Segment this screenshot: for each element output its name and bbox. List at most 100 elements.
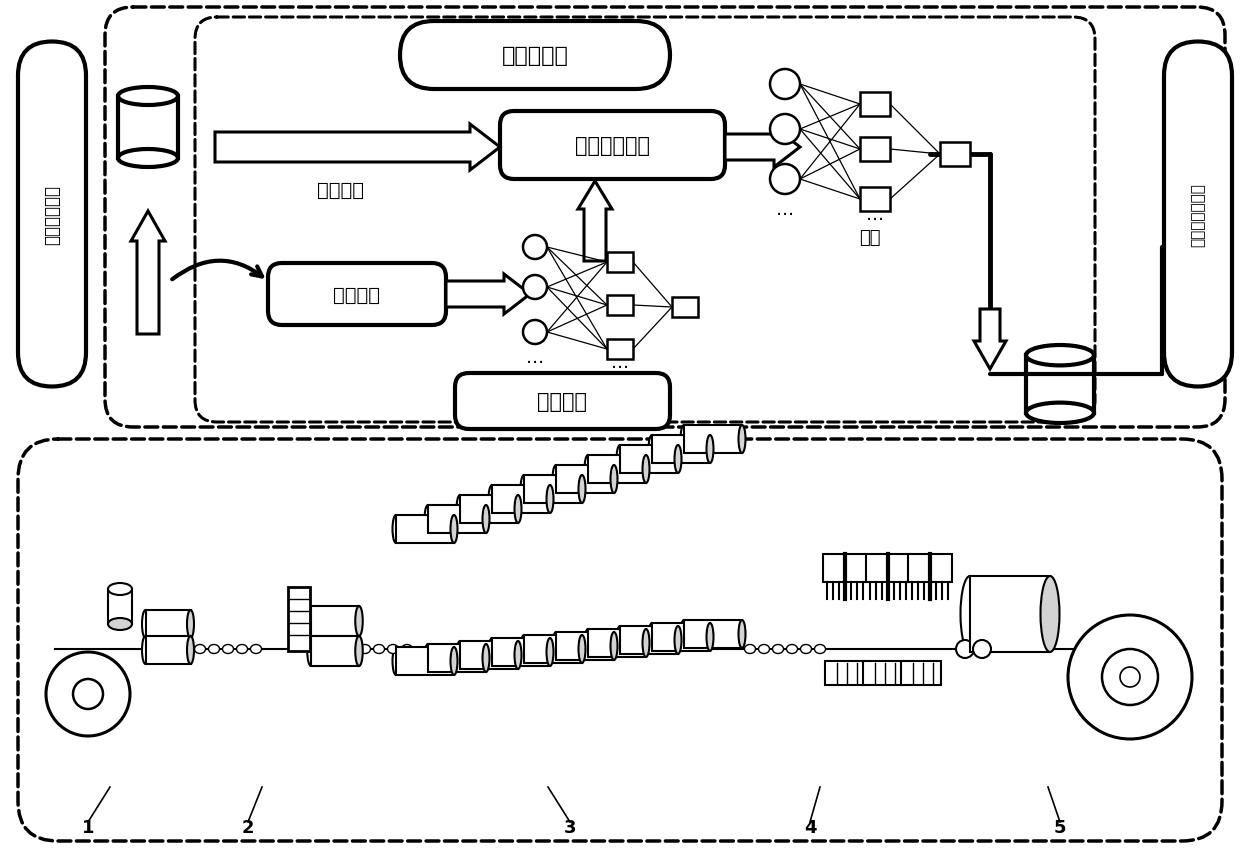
Ellipse shape — [739, 620, 745, 648]
Circle shape — [770, 115, 800, 145]
Polygon shape — [725, 128, 800, 168]
Ellipse shape — [355, 606, 363, 636]
Ellipse shape — [961, 577, 980, 653]
FancyBboxPatch shape — [500, 112, 725, 180]
Ellipse shape — [450, 515, 458, 543]
Text: 板凸度预测: 板凸度预测 — [501, 46, 568, 66]
Text: 数据处理: 数据处理 — [334, 285, 381, 305]
Polygon shape — [578, 182, 613, 262]
Ellipse shape — [402, 645, 413, 653]
Ellipse shape — [584, 630, 591, 657]
Ellipse shape — [482, 506, 490, 533]
Bar — [492, 485, 551, 514]
FancyBboxPatch shape — [401, 22, 670, 90]
Ellipse shape — [250, 645, 262, 653]
Bar — [901, 661, 941, 685]
Ellipse shape — [1025, 403, 1094, 423]
Ellipse shape — [118, 150, 179, 168]
Bar — [908, 554, 952, 583]
Circle shape — [1068, 615, 1192, 740]
FancyBboxPatch shape — [195, 18, 1095, 422]
Ellipse shape — [707, 624, 713, 651]
Text: …: … — [866, 206, 884, 223]
Ellipse shape — [143, 610, 149, 638]
Polygon shape — [131, 212, 165, 334]
FancyBboxPatch shape — [608, 296, 632, 316]
FancyBboxPatch shape — [608, 339, 632, 360]
Ellipse shape — [616, 626, 624, 654]
Ellipse shape — [393, 515, 399, 543]
Polygon shape — [215, 125, 500, 171]
Ellipse shape — [649, 436, 656, 463]
Bar — [118, 97, 179, 159]
Ellipse shape — [739, 426, 745, 454]
Ellipse shape — [579, 635, 585, 664]
Bar — [556, 632, 614, 660]
Ellipse shape — [521, 475, 527, 503]
FancyBboxPatch shape — [861, 188, 890, 212]
Bar — [620, 445, 678, 473]
Bar — [652, 436, 711, 463]
Ellipse shape — [108, 618, 131, 630]
Bar — [588, 630, 646, 657]
Bar — [396, 647, 454, 676]
FancyBboxPatch shape — [105, 8, 1225, 427]
Ellipse shape — [482, 644, 490, 672]
Ellipse shape — [681, 426, 687, 454]
Ellipse shape — [610, 632, 618, 660]
Bar — [492, 638, 551, 666]
Ellipse shape — [675, 626, 682, 654]
Circle shape — [46, 653, 130, 736]
Bar — [970, 577, 1050, 653]
Ellipse shape — [308, 636, 315, 666]
Text: 生产过程数据: 生产过程数据 — [43, 185, 61, 245]
Ellipse shape — [773, 645, 784, 653]
FancyBboxPatch shape — [861, 138, 890, 162]
FancyBboxPatch shape — [861, 93, 890, 117]
Ellipse shape — [801, 645, 811, 653]
Ellipse shape — [649, 624, 656, 651]
Bar — [145, 610, 191, 638]
Ellipse shape — [222, 645, 233, 653]
FancyBboxPatch shape — [940, 142, 970, 167]
Bar — [311, 606, 360, 636]
Ellipse shape — [616, 445, 624, 473]
Polygon shape — [446, 275, 529, 315]
Ellipse shape — [553, 632, 559, 660]
Ellipse shape — [387, 645, 398, 653]
FancyBboxPatch shape — [672, 298, 698, 317]
Text: 4: 4 — [804, 818, 816, 836]
Circle shape — [956, 641, 973, 659]
Text: …: … — [611, 354, 629, 372]
Ellipse shape — [759, 645, 770, 653]
Ellipse shape — [584, 456, 591, 484]
FancyBboxPatch shape — [19, 43, 86, 387]
Bar — [866, 554, 910, 583]
Bar — [1025, 356, 1094, 414]
Ellipse shape — [815, 645, 826, 653]
Circle shape — [770, 165, 800, 194]
Ellipse shape — [237, 645, 248, 653]
Text: 训练模型: 训练模型 — [537, 392, 587, 411]
Text: 1: 1 — [82, 818, 94, 836]
Bar — [428, 644, 486, 672]
Bar — [825, 661, 866, 685]
Bar — [288, 588, 310, 651]
Bar — [311, 636, 360, 666]
Circle shape — [523, 321, 547, 345]
Bar — [460, 641, 518, 670]
Ellipse shape — [489, 485, 496, 514]
Bar — [525, 475, 582, 503]
Ellipse shape — [424, 644, 432, 672]
Ellipse shape — [187, 636, 193, 664]
Ellipse shape — [547, 485, 553, 514]
Ellipse shape — [515, 641, 522, 670]
Ellipse shape — [610, 466, 618, 493]
Circle shape — [973, 641, 991, 659]
FancyBboxPatch shape — [19, 439, 1221, 841]
Circle shape — [523, 276, 547, 299]
Ellipse shape — [521, 635, 527, 664]
Ellipse shape — [553, 466, 559, 493]
Bar — [108, 589, 131, 624]
Text: 导入数据: 导入数据 — [316, 180, 363, 200]
